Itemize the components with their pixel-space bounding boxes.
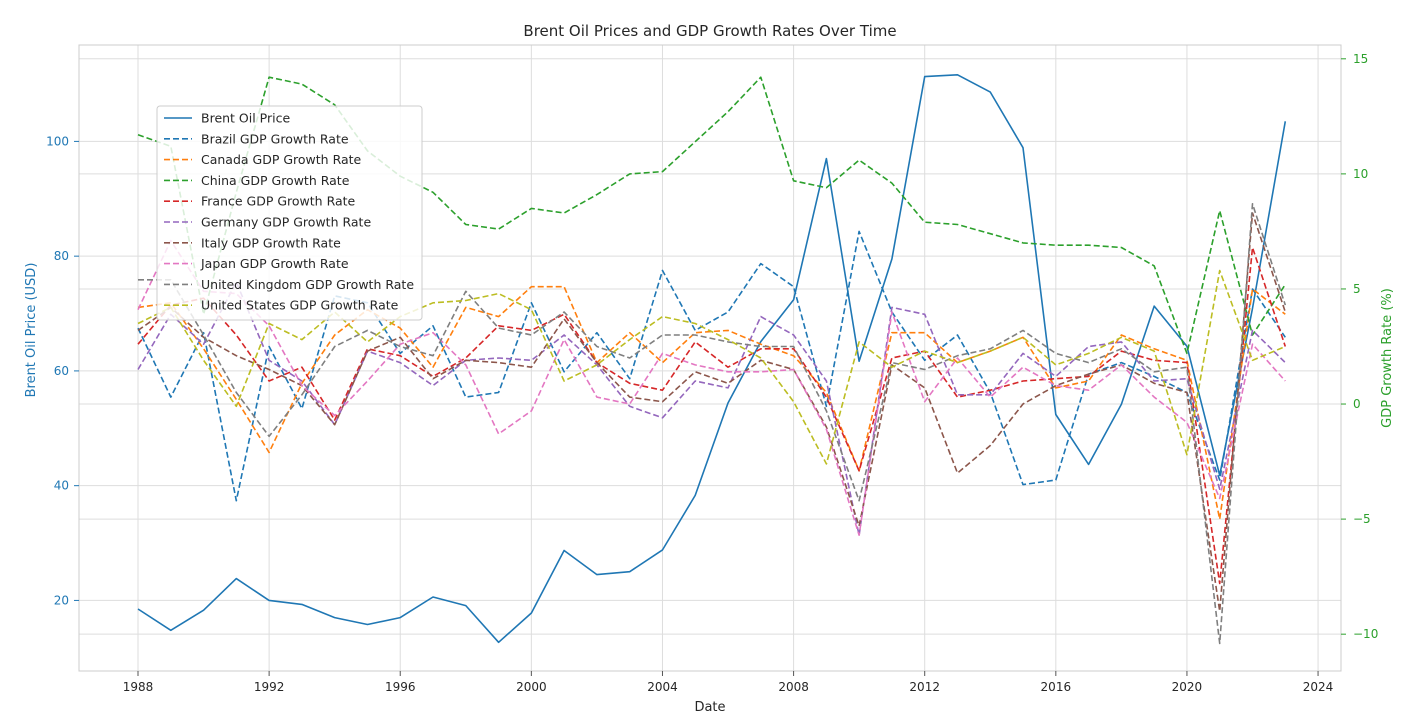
x-tick-label: 1992 [254,680,285,694]
legend-label: China GDP Growth Rate [201,173,350,188]
legend-label: Brazil GDP Growth Rate [201,131,349,146]
plot-frame [78,44,1342,672]
x-axis-label: Date [694,700,725,715]
y-right-tick-label: −5 [1353,512,1371,526]
y-left-tick-label: 40 [54,479,69,493]
chart-title: Brent Oil Prices and GDP Growth Rates Ov… [523,22,896,40]
series-line-japan-gdp-growth-rate [137,239,1286,537]
x-tick-label: 1988 [123,680,154,694]
legend-box [156,105,423,321]
legend-label: Italy GDP Growth Rate [201,235,341,250]
x-tick-label: 2024 [1303,680,1334,694]
legend-label: Brent Oil Price [201,111,290,126]
y-axis-left-label: Brent Oil Price (USD) [24,263,39,398]
y-left-tick-label: 20 [54,593,69,607]
legend-label: Germany GDP Growth Rate [201,215,371,230]
legend: Brent Oil Price Brazil GDP Growth Rate Can… [156,105,423,321]
legend-label: France GDP Growth Rate [201,194,356,209]
x-tick-label: 2020 [1172,680,1203,694]
x-tick-label: 2000 [516,680,547,694]
series-line-china-gdp-growth-rate [137,76,1286,355]
y-right-tick-label: 10 [1353,167,1368,181]
y-left-tick-label: 100 [46,134,69,148]
y-axis-right-label: GDP Growth Rate (%) [1380,288,1395,428]
x-tick-label: 2008 [778,680,809,694]
series-line-united-kingdom-gdp-growth-rate [138,203,1287,645]
x-tick-label: 2004 [647,680,678,694]
x-tick-label: 1996 [385,680,416,694]
legend-label: Canada GDP Growth Rate [201,152,362,167]
legend-label: United States GDP Growth Rate [201,298,399,313]
y-right-tick-label: 15 [1353,52,1368,66]
series-line-brent-oil-price [137,74,1287,644]
y-left-tick-label: 80 [54,249,69,263]
axes: 1988 1992 1996 2000 2004 2008 2012 2016 2020 2024… [46,52,1378,694]
series-line-italy-gdp-growth-rate [137,212,1287,613]
y-right-tick-label: −10 [1353,627,1378,641]
series-line-canada-gdp-growth-rate [137,285,1286,520]
y-right-tick-label: 5 [1353,282,1361,296]
legend-label: United Kingdom GDP Growth Rate [201,277,414,292]
y-left-tick-label: 60 [54,364,69,378]
legend-label: Japan GDP Growth Rate [200,256,349,271]
y-right-tick-label: 0 [1353,397,1361,411]
x-tick-label: 2016 [1041,680,1072,694]
x-tick-label: 2012 [909,680,940,694]
series-lines [137,74,1287,645]
